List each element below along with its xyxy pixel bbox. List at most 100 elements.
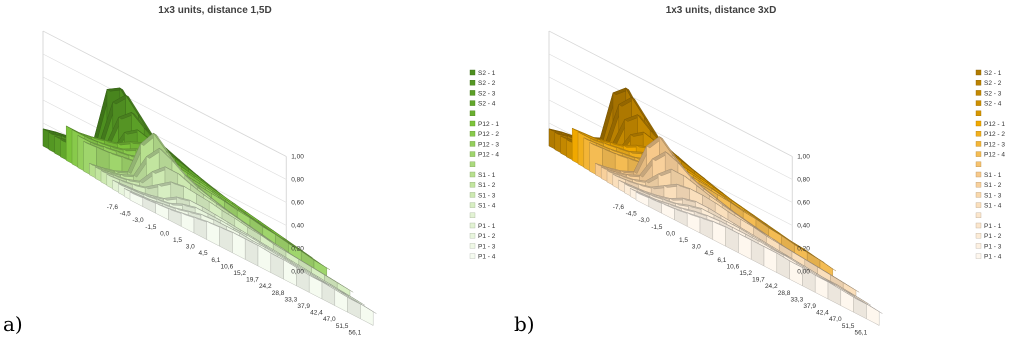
z-tick-label: 0,20 xyxy=(797,245,810,252)
legend-swatch xyxy=(975,141,982,147)
x-tick-label: 1,5 xyxy=(173,237,182,244)
gridline xyxy=(42,30,287,157)
ribbon-top xyxy=(843,282,860,293)
legend-swatch xyxy=(469,192,476,198)
legend: S2 - 1 S2 - 2 S2 - 3 S2 - 4 P12 - 1 P12 - 2 P1… xyxy=(469,69,499,261)
z-axis: 0,00 0,20 0,40 0,60 0,80 1,00 xyxy=(291,153,304,275)
z-tick-label: 0,80 xyxy=(797,176,810,183)
chart-3d-area-b: 1x3 units, distance 3xD-7,6-4,5-3,0-1,50… xyxy=(548,5,1005,336)
legend-label: S2 - 4 xyxy=(984,101,1002,108)
gridline xyxy=(548,30,793,157)
legend-label: P12 - 4 xyxy=(984,152,1005,159)
ribbon-top xyxy=(337,282,354,293)
legend-swatch xyxy=(975,151,982,157)
legend-label: P1 - 3 xyxy=(478,243,496,250)
legend-swatch xyxy=(975,192,982,198)
x-tick-label: -1,5 xyxy=(145,224,157,231)
legend-swatch xyxy=(975,100,982,106)
x-tick-label: 47,0 xyxy=(323,316,336,323)
legend-label: P1 - 1 xyxy=(984,223,1002,230)
x-tick-label: 0,0 xyxy=(666,230,675,237)
x-tick-label: 4,5 xyxy=(199,250,208,257)
chart-title: 1x3 units, distance 3xD xyxy=(666,5,777,16)
x-tick-label: 19,7 xyxy=(246,277,259,284)
legend-label: P1 - 4 xyxy=(984,254,1002,261)
x-tick-label: -4,5 xyxy=(120,211,132,218)
x-tick-label: 1,5 xyxy=(679,237,688,244)
series-ribbons xyxy=(42,87,377,326)
ribbon-top xyxy=(313,259,331,270)
z-axis: 0,00 0,20 0,40 0,60 0,80 1,00 xyxy=(797,153,810,275)
x-tick-label: 6,1 xyxy=(717,257,726,264)
legend-swatch xyxy=(975,243,982,249)
legend-swatch xyxy=(975,232,982,239)
x-tick-label: 51,5 xyxy=(336,323,349,330)
legend-swatch xyxy=(469,141,476,147)
legend-swatch xyxy=(469,79,476,86)
legend-swatch xyxy=(469,171,476,178)
x-tick-label: 47,0 xyxy=(829,316,842,323)
chart-title: 1x3 units, distance 1,5D xyxy=(158,5,271,16)
x-tick-label: -7,6 xyxy=(613,204,625,211)
legend-swatch xyxy=(469,110,476,117)
legend-swatch xyxy=(469,90,476,96)
legend-label: S2 - 3 xyxy=(984,90,1002,97)
z-tick-label: 0,20 xyxy=(291,245,304,252)
x-tick-label: 15,2 xyxy=(233,270,246,277)
z-tick-label: 0,40 xyxy=(291,222,304,229)
legend-label: S1 - 1 xyxy=(478,172,496,179)
x-tick-label: 10,6 xyxy=(221,263,234,270)
ribbon-segment xyxy=(866,303,880,326)
x-axis: -7,6-4,5-3,0-1,50,0 1,5 3,0 4,56,110,615,21… xyxy=(107,204,362,336)
legend-swatch xyxy=(469,69,476,76)
legend-label: P1 - 3 xyxy=(984,243,1002,250)
legend-swatch xyxy=(469,222,476,229)
ribbon-top xyxy=(819,259,837,272)
gridline xyxy=(548,53,793,180)
legend-swatch xyxy=(975,212,982,219)
legend-label: S2 - 4 xyxy=(478,101,496,108)
legend-swatch xyxy=(469,253,476,259)
z-tick-label: 0,00 xyxy=(797,268,810,275)
legend-swatch xyxy=(975,90,982,96)
legend-label: S1 - 4 xyxy=(984,203,1002,210)
x-tick-label: 51,5 xyxy=(842,323,855,330)
legend-swatch xyxy=(469,151,476,157)
x-tick-label: 4,5 xyxy=(705,250,714,257)
ribbon-top xyxy=(296,246,313,259)
panel-label-b: b) xyxy=(514,312,535,336)
legend-swatch xyxy=(975,120,982,127)
legend-swatch xyxy=(469,181,476,188)
legend-swatch xyxy=(975,171,982,178)
legend-swatch xyxy=(469,100,476,106)
legend-label: S2 - 2 xyxy=(984,80,1002,87)
legend-label: S1 - 3 xyxy=(478,192,496,199)
legend-label: P1 - 2 xyxy=(478,233,496,240)
x-tick-label: 42,4 xyxy=(310,310,323,317)
legend-label: S1 - 2 xyxy=(984,182,1002,189)
legend-label: S1 - 2 xyxy=(478,182,496,189)
x-tick-label: 37,9 xyxy=(803,303,816,310)
legend-swatch xyxy=(469,243,476,249)
x-tick-label: 28,8 xyxy=(778,290,791,297)
z-tick-label: 0,60 xyxy=(797,199,810,206)
z-tick-label: 1,00 xyxy=(797,153,810,160)
x-tick-label: 15,2 xyxy=(739,270,752,277)
x-tick-label: 33,3 xyxy=(285,296,298,303)
x-tick-label: 6,1 xyxy=(211,257,220,264)
z-tick-label: 1,00 xyxy=(291,153,304,160)
legend-label: P12 - 2 xyxy=(478,131,499,138)
x-tick-label: 3,0 xyxy=(692,244,701,251)
legend-label: P12 - 3 xyxy=(478,141,499,148)
z-tick-label: 0,80 xyxy=(291,176,304,183)
legend-label: S1 - 4 xyxy=(478,203,496,210)
x-tick-label: 28,8 xyxy=(272,290,285,297)
legend-label: P12 - 1 xyxy=(478,121,499,128)
x-tick-label: 3,0 xyxy=(186,244,195,251)
legend-swatch xyxy=(975,130,982,137)
legend-swatch xyxy=(469,130,476,137)
legend-label: P12 - 2 xyxy=(984,131,1005,138)
x-axis: -7,6-4,5-3,0-1,50,0 1,5 3,0 4,56,110,615,21… xyxy=(613,204,868,336)
legend-swatch xyxy=(975,181,982,188)
x-tick-label: -7,6 xyxy=(107,204,119,211)
